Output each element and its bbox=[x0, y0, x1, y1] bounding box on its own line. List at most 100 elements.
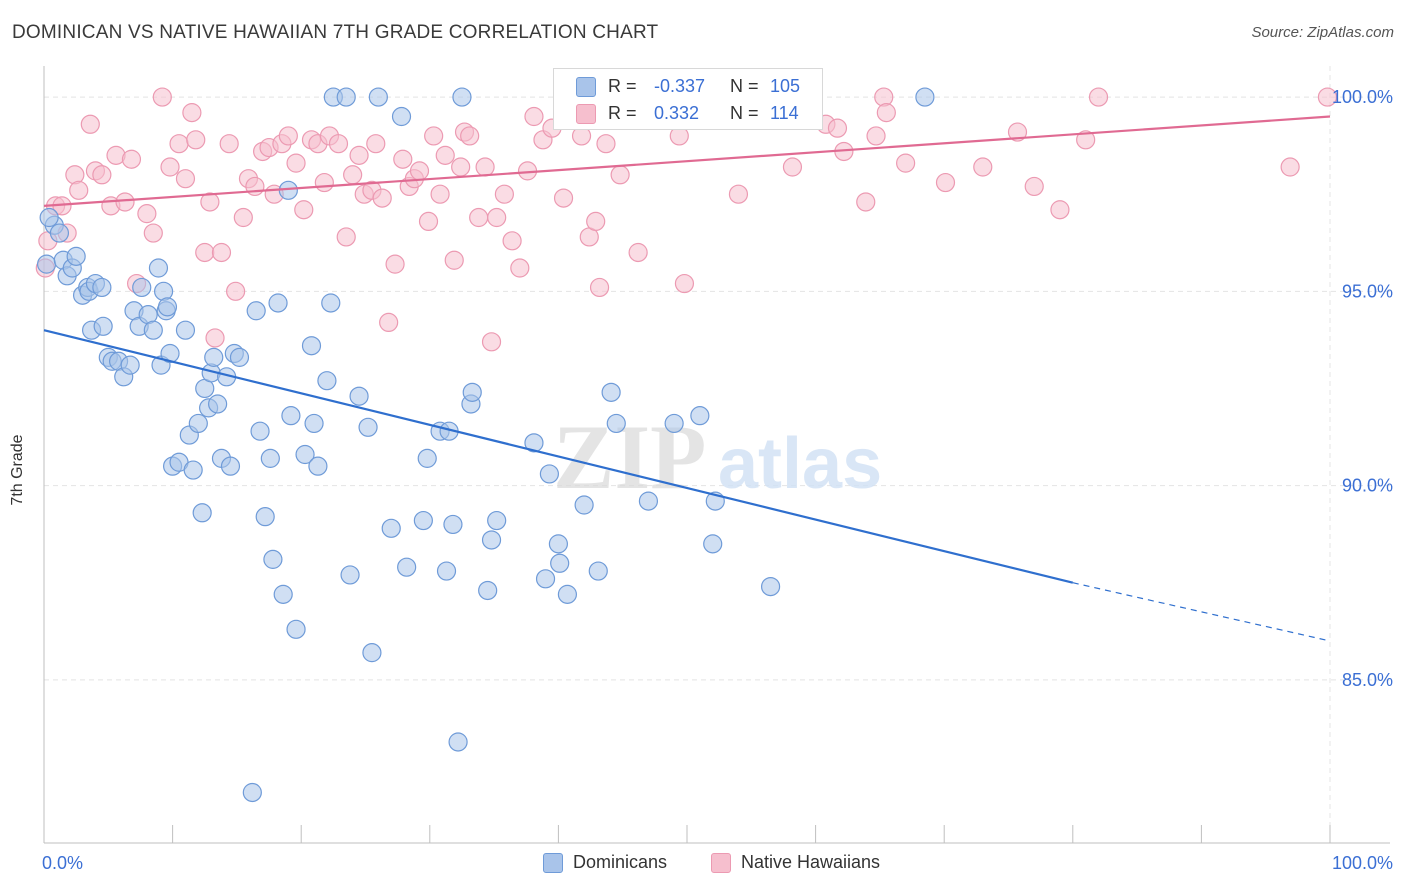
dominican-point bbox=[148, 258, 169, 278]
dominican-point bbox=[381, 518, 401, 538]
hawaiian-point bbox=[314, 172, 334, 193]
x-tick-label-max: 100.0% bbox=[1332, 853, 1393, 873]
dominican-point bbox=[557, 584, 578, 604]
dominican-point bbox=[39, 207, 59, 228]
legend-hawaiians-swatch bbox=[711, 852, 731, 873]
hawaiian-point bbox=[182, 103, 202, 123]
dominican-point bbox=[92, 277, 112, 298]
dominican-point bbox=[588, 561, 608, 581]
dominican-point bbox=[93, 316, 113, 336]
hawaiian-point bbox=[856, 192, 876, 212]
hawaiian-point bbox=[460, 126, 480, 146]
dominican-point bbox=[132, 277, 152, 298]
hawaiian-point bbox=[494, 184, 514, 204]
dominican-point bbox=[368, 87, 388, 107]
dominican-point bbox=[690, 406, 710, 426]
hawaiian-point bbox=[200, 192, 220, 212]
dominican-point bbox=[281, 406, 301, 426]
hawaiian-point bbox=[186, 130, 206, 150]
hawaiian-point bbox=[610, 165, 630, 185]
dominican-point bbox=[413, 510, 433, 531]
dominican-point bbox=[268, 293, 288, 313]
hawaiian-point bbox=[336, 227, 356, 247]
hawaiian-point bbox=[475, 157, 495, 177]
hawaiian-point bbox=[424, 126, 444, 146]
dominican-point bbox=[321, 293, 341, 313]
dominican-point bbox=[229, 347, 250, 367]
dominican-point bbox=[175, 320, 196, 340]
hawaiian-point bbox=[589, 277, 610, 298]
dominican-point bbox=[208, 394, 228, 414]
legend-item-hawaiians[interactable]: Native Hawaiians bbox=[711, 852, 880, 873]
dominicans-n-label: N = bbox=[730, 76, 759, 96]
hawaiian-point bbox=[451, 157, 471, 177]
stats-row-hawaiians: R = 0.332 N = 114 bbox=[576, 103, 799, 124]
hawaiian-point bbox=[896, 153, 916, 173]
hawaiian-point bbox=[1088, 87, 1109, 107]
dominican-point bbox=[362, 643, 382, 663]
hawaiians-r-label: R = bbox=[608, 103, 637, 123]
dominican-point bbox=[286, 619, 306, 639]
hawaiian-point bbox=[372, 188, 392, 208]
hawaiian-point bbox=[393, 149, 413, 169]
hawaiian-point bbox=[121, 149, 142, 169]
dominican-point bbox=[192, 503, 212, 523]
dominican-point bbox=[601, 382, 621, 402]
dominicans-r-value: -0.337 bbox=[654, 76, 706, 96]
dominican-point bbox=[524, 433, 544, 453]
hawaiian-point bbox=[876, 103, 896, 123]
hawaiian-point bbox=[628, 242, 648, 263]
hawaiian-point bbox=[728, 184, 749, 204]
dominicans-swatch bbox=[576, 76, 596, 97]
watermark-atlas: atlas bbox=[718, 424, 882, 504]
hawaiian-point bbox=[1007, 122, 1028, 142]
dominican-point bbox=[638, 491, 659, 511]
hawaiian-point bbox=[286, 153, 306, 173]
legend-dominicans-label: Dominicans bbox=[573, 852, 668, 872]
dominican-point bbox=[188, 413, 208, 434]
hawaiian-point bbox=[294, 200, 314, 220]
dominican-point bbox=[915, 87, 935, 107]
hawaiian-point bbox=[152, 87, 172, 107]
chart-title: DOMINICAN VS NATIVE HAWAIIAN 7TH GRADE C… bbox=[12, 22, 659, 43]
hawaiian-point bbox=[444, 250, 464, 270]
dominican-point bbox=[66, 246, 86, 266]
dominican-point bbox=[183, 460, 203, 480]
hawaiian-point bbox=[481, 332, 502, 352]
hawaiian-point bbox=[586, 211, 606, 231]
dominicans-trend-extension bbox=[1072, 582, 1331, 642]
legend-item-dominicans[interactable]: Dominicans bbox=[543, 852, 667, 873]
grid-lines bbox=[44, 66, 1390, 843]
hawaiian-point bbox=[1024, 176, 1044, 197]
hawaiian-point bbox=[674, 273, 695, 294]
dominicans-n-value: 105 bbox=[770, 76, 801, 96]
hawaiians-trend-line bbox=[43, 115, 1331, 207]
dominican-point bbox=[417, 448, 437, 468]
dominican-point bbox=[448, 732, 468, 752]
y-tick-label: 100.0% bbox=[1332, 87, 1393, 107]
hawaiian-point bbox=[469, 207, 489, 228]
dominican-point bbox=[481, 530, 502, 550]
dominican-point bbox=[760, 576, 781, 597]
dominican-point bbox=[143, 320, 163, 340]
legend-dominicans-swatch bbox=[543, 852, 563, 873]
dominican-point bbox=[340, 565, 360, 585]
dominican-point bbox=[36, 254, 57, 274]
hawaiian-point bbox=[143, 223, 163, 243]
hawaiian-point bbox=[782, 157, 803, 177]
dominican-point bbox=[606, 413, 626, 434]
hawaiian-point bbox=[524, 106, 544, 127]
dominican-point bbox=[246, 301, 266, 321]
hawaiian-point bbox=[935, 172, 956, 193]
dominican-point bbox=[263, 549, 283, 569]
hawaiian-point bbox=[160, 157, 180, 177]
hawaiian-point bbox=[502, 231, 522, 251]
dominicans-points bbox=[36, 87, 935, 803]
tick-labels: 85.0% 90.0% 95.0% 100.0% 0.0% 100.0% bbox=[42, 87, 1393, 873]
hawaiian-point bbox=[866, 126, 886, 146]
hawaiian-point bbox=[219, 134, 239, 154]
dominican-point bbox=[358, 417, 378, 437]
hawaiian-point bbox=[1317, 87, 1338, 107]
hawaiian-point bbox=[137, 204, 157, 224]
dominican-point bbox=[462, 382, 482, 402]
